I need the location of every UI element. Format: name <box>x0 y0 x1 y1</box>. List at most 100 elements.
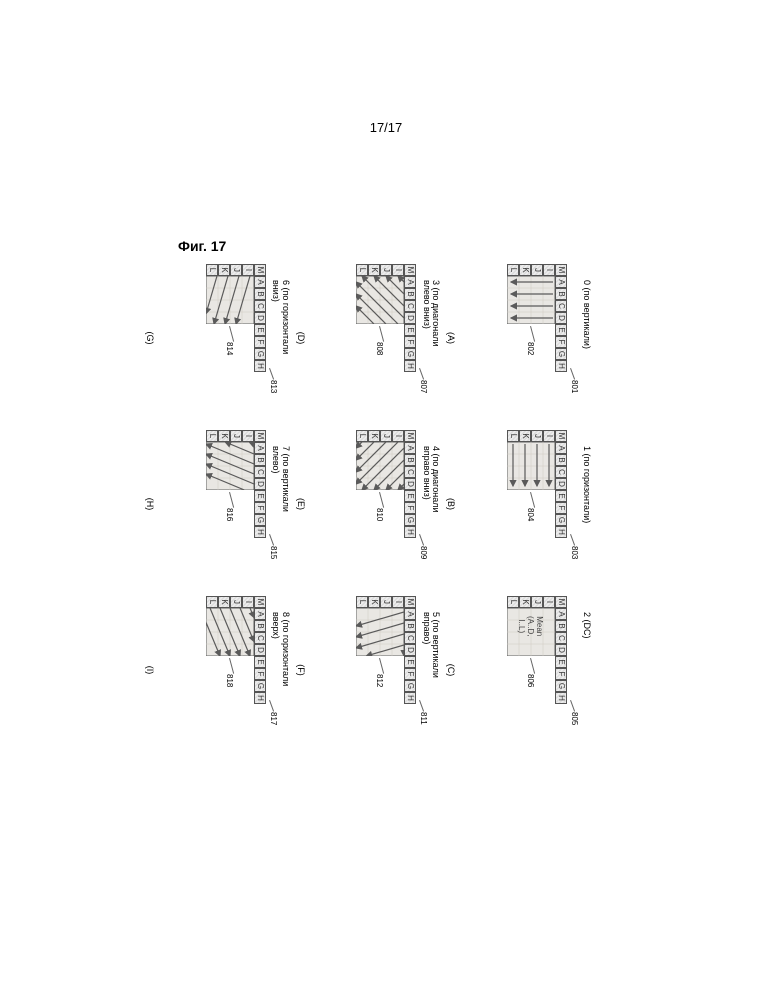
ref-cell: A <box>555 276 567 288</box>
ref-cell: C <box>404 300 416 312</box>
ref-cell: F <box>404 336 416 348</box>
ref-cell: B <box>555 288 567 300</box>
ref-cell: G <box>555 514 567 526</box>
ref-cell: A <box>555 608 567 620</box>
ref-cell: L <box>206 596 218 608</box>
ref-cell: H <box>555 692 567 704</box>
panel-letter: (A) <box>446 332 456 344</box>
prediction-svg <box>356 442 404 490</box>
mode-title: 4 (по диагонали вправо вниз) <box>421 446 440 513</box>
ref-cell: L <box>206 430 218 442</box>
panel-letter: (F) <box>296 664 306 676</box>
ref-cell: H <box>404 692 416 704</box>
prediction-block: MABCDEFGHIJKLMean (A..D, I..L) <box>507 596 567 704</box>
mode-1: 1 (по горизонтали)MABCDEFGHIJKL803804(B) <box>460 430 589 578</box>
ref-cell: F <box>254 502 266 514</box>
ref-cell: C <box>254 632 266 644</box>
ref-cell: D <box>555 312 567 324</box>
prediction-block: MABCDEFGHIJKL <box>356 596 416 704</box>
ref-cell: B <box>254 454 266 466</box>
ref-cell: D <box>254 478 266 490</box>
ref-cell: G <box>404 514 416 526</box>
figure-label: Фиг. 17 <box>178 238 226 254</box>
callout-pred: 810 <box>375 508 384 521</box>
prediction-block: MABCDEFGHIJKL <box>507 430 567 538</box>
ref-cell: A <box>254 442 266 454</box>
ref-cell: M <box>254 596 266 608</box>
ref-cell: E <box>254 324 266 336</box>
ref-cell: G <box>254 514 266 526</box>
panel-letter: (G) <box>145 332 155 345</box>
ref-cell: H <box>404 360 416 372</box>
ref-cell: E <box>555 324 567 336</box>
ref-cell: J <box>531 596 543 608</box>
callout-ref: 809 <box>419 546 428 559</box>
ref-col-left: IJKL <box>356 430 404 442</box>
ref-cell: A <box>254 276 266 288</box>
ref-cell: J <box>230 264 242 276</box>
ref-cell: J <box>230 596 242 608</box>
ref-cell: K <box>519 596 531 608</box>
ref-cell: D <box>555 644 567 656</box>
ref-cell: G <box>254 680 266 692</box>
prediction-block: MABCDEFGHIJKL <box>206 596 266 704</box>
mode-title: 7 (по вертикали влево) <box>271 446 290 512</box>
ref-col-left: IJKL <box>206 264 254 276</box>
callout-ref: 803 <box>570 546 579 559</box>
ref-cell: H <box>404 526 416 538</box>
ref-cell: D <box>404 644 416 656</box>
mode-grid: 0 (по вертикали)MABCDEFGHIJKL801802(A) 1 … <box>159 264 589 744</box>
mode-title: 2 (DC) <box>582 612 591 639</box>
callout-pred: 808 <box>375 342 384 355</box>
prediction-svg <box>507 276 555 324</box>
ref-cell: M <box>555 596 567 608</box>
prediction-block: MABCDEFGHIJKL <box>206 264 266 372</box>
ref-cell: D <box>254 644 266 656</box>
ref-cell: K <box>218 596 230 608</box>
mode-title: 8 (по горизонтали вверх) <box>271 612 290 686</box>
ref-cell: M <box>404 430 416 442</box>
ref-cell: L <box>356 430 368 442</box>
ref-cell: I <box>392 264 404 276</box>
ref-cell: B <box>555 620 567 632</box>
prediction-block: MABCDEFGHIJKL <box>206 430 266 538</box>
figure-wrapper: 0 (по вертикали)MABCDEFGHIJKL801802(A) 1 … <box>159 264 589 744</box>
panel-letter: (B) <box>446 498 456 510</box>
callout-ref: 813 <box>269 380 278 393</box>
ref-cell: L <box>356 264 368 276</box>
mode-title: 3 (по диагонали влево вниз) <box>421 280 440 347</box>
ref-cell: C <box>254 300 266 312</box>
ref-cell: E <box>404 490 416 502</box>
ref-cell: B <box>404 454 416 466</box>
ref-row-top: MABCDEFGH <box>254 430 266 538</box>
ref-cell: M <box>404 264 416 276</box>
ref-cell: B <box>254 620 266 632</box>
ref-cell: H <box>254 360 266 372</box>
ref-cell: I <box>392 430 404 442</box>
ref-col-left: IJKL <box>507 596 555 608</box>
mode-8: 8 (по горизонтали вверх)MABCDEFGHIJKL817… <box>159 596 288 744</box>
mode-0: 0 (по вертикали)MABCDEFGHIJKL801802(A) <box>460 264 589 412</box>
callout-pred: 804 <box>526 508 535 521</box>
mode-title: 1 (по горизонтали) <box>582 446 591 523</box>
ref-cell: F <box>555 502 567 514</box>
panel-letter: (D) <box>296 332 306 345</box>
ref-cell: K <box>519 430 531 442</box>
callout-pred: 806 <box>526 674 535 687</box>
ref-cell: F <box>555 336 567 348</box>
ref-cell: I <box>543 264 555 276</box>
ref-cell: K <box>218 430 230 442</box>
callout-ref: 811 <box>419 712 428 725</box>
ref-row-top: MABCDEFGH <box>254 596 266 704</box>
ref-col-left: IJKL <box>206 596 254 608</box>
ref-cell: I <box>242 430 254 442</box>
ref-col-left: IJKL <box>356 264 404 276</box>
ref-row-top: MABCDEFGH <box>404 264 416 372</box>
panel-letter: (I) <box>145 666 155 675</box>
ref-cell: L <box>507 430 519 442</box>
prediction-block: MABCDEFGHIJKL <box>356 264 416 372</box>
mode-title: 5 (по вертикали вправо) <box>421 612 440 678</box>
ref-cell: F <box>254 668 266 680</box>
callout-ref: 815 <box>269 546 278 559</box>
ref-cell: E <box>555 656 567 668</box>
